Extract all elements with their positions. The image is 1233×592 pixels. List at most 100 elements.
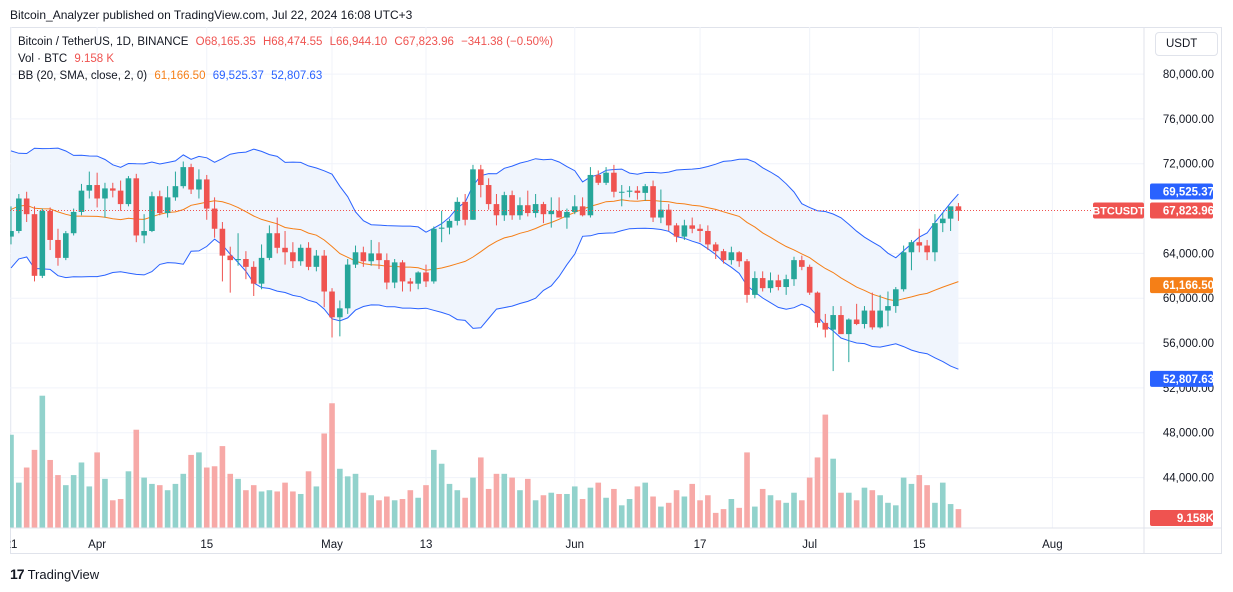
candle-body [775,280,782,288]
candle-body [235,259,241,261]
candle-body [728,252,735,261]
volume-bar [10,434,14,528]
volume-bar [838,492,844,528]
candle-body [853,319,860,325]
volume-bar [618,505,625,528]
volume-bar [806,477,813,528]
volume-bar [102,478,108,528]
candlestick-chart[interactable]: 80,000.00 76,000.00 72,000.00 64,000.00 60,0… [10,27,1222,554]
volume-bar [55,475,61,528]
volume-bar [814,457,821,528]
y-tick-label: 60,000.00 [1163,293,1214,305]
bb-lower-line [10,227,959,370]
candle-body [830,315,836,330]
candle-body [352,252,359,265]
candle-body [117,190,124,205]
volume-bar [31,449,38,528]
currency-button[interactable]: USDT [1155,32,1218,56]
candle-body [86,185,93,191]
candle-body [55,239,61,258]
candle-body [571,206,578,212]
volume-bar [571,486,578,528]
volume-bar [955,509,962,528]
y-tick-label: 64,000.00 [1163,248,1214,260]
volume-bar [368,495,374,528]
volume-bar [564,493,570,528]
candle-body [501,195,508,216]
candle-body [939,218,946,224]
volume-bar [125,471,132,528]
candle-body [415,272,421,284]
x-tick-label: 13 [420,539,433,551]
volume-bar [540,495,547,528]
volume-bar [697,500,703,528]
volume-bar [109,500,116,528]
symbol-tag [1093,202,1144,219]
volume-bar [438,463,445,528]
volume-bar [164,490,171,528]
volume-bar [924,485,930,528]
candle-body [947,206,954,219]
candle-body [203,179,210,209]
legend-bb-label[interactable]: BB (20, SMA, close, 2, 0) [18,70,148,82]
volume-bar [822,414,829,528]
price-axis-tag [1150,202,1213,219]
volume-bar [203,467,210,528]
price-axis-tag-text: 69,525.37 [1163,186,1214,198]
volume-bar [172,483,179,528]
volume-bar [63,485,69,528]
legend-volume-label[interactable]: Vol · BTC [18,53,68,65]
candle-body [806,266,813,293]
candle-body [164,197,171,214]
candle-body [932,223,938,253]
volume-bar [86,486,93,528]
candle-body [869,310,876,328]
legend-symbol[interactable]: Bitcoin / TetherUS, 1D, BINANCE [18,36,189,48]
candle-body [626,190,633,192]
candle-body [478,169,484,186]
volume-bar [830,458,836,528]
candle-body [39,210,46,276]
candle-body [431,228,437,282]
volume-bar [478,457,484,528]
tradingview-logo-icon: 17 [10,566,25,582]
candle-body [587,174,594,216]
legend-high: H68,474.55 [262,36,323,48]
volume-bar [180,473,187,528]
candle-body [524,205,531,214]
candle-body [274,233,281,248]
price-axis-tag-text: 67,823.96 [1163,206,1214,218]
candle-body [579,206,586,216]
volume-bar [313,486,320,528]
x-tick-label: 15 [913,539,926,551]
tradingview-footer[interactable]: 17 TradingView [10,566,99,582]
volume-bar [23,467,30,528]
candle-body [791,260,797,280]
volume-bar [141,477,147,528]
candle-body [337,308,343,318]
volume-bar [517,490,523,528]
volume-bar [196,452,202,528]
volume-bar [846,492,852,528]
candle-body [752,278,758,295]
candle-body [282,247,288,253]
candle-body [689,225,696,229]
candle-body [313,255,320,267]
volume-bar [258,491,265,528]
legend-close: C67,823.96 [394,36,454,48]
volume-bar [423,485,429,528]
candle-body [861,310,868,325]
candle-body [423,272,429,282]
x-tick-label: Aug [1042,539,1062,551]
volume-bar [282,482,288,528]
candle-body [407,281,414,284]
volume-bar [149,483,155,528]
candle-body [360,252,367,262]
volume-bar [509,477,515,528]
candle-body [133,178,140,236]
candle-body [368,253,374,262]
volume-bar [485,488,492,528]
legend-volume-value: 9.158 K [74,53,115,65]
x-tick-label: 15 [200,539,213,551]
candle-body [31,214,38,276]
